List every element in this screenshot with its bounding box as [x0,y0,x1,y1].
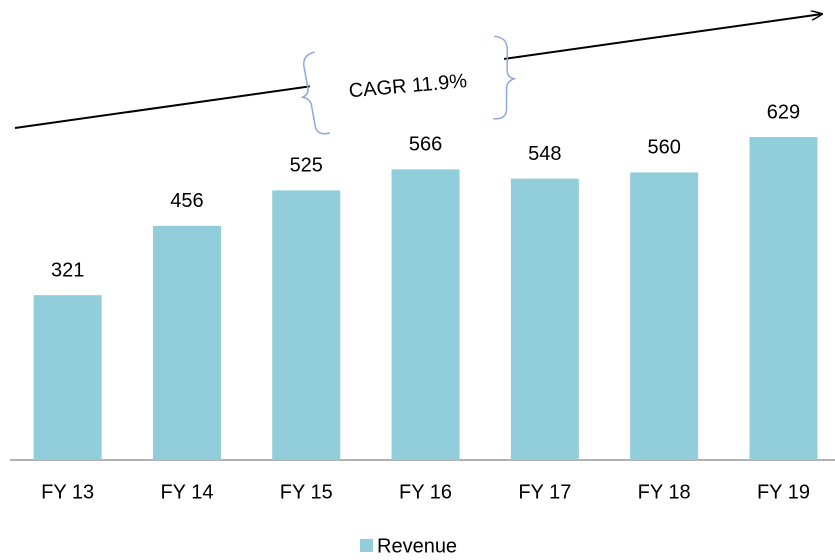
x-tick-label: FY 15 [280,481,333,503]
bar [152,225,221,460]
x-tick-label: FY 14 [160,481,213,503]
legend-label: Revenue [377,535,457,557]
data-label: 629 [767,101,800,123]
annotation-box: CAGR 11.9% [300,35,517,135]
data-label: 560 [647,137,680,159]
x-tick-label: FY 18 [638,481,691,503]
bar [630,172,699,460]
x-tick-label: FY 19 [757,481,810,503]
x-tick-label: FY 13 [41,481,94,503]
bar [749,137,818,460]
x-tick-label: FY 17 [518,481,571,503]
data-label: 548 [528,143,561,165]
data-label: 321 [51,259,84,281]
data-label: 456 [170,190,203,212]
bar [391,169,460,460]
bar [33,295,102,460]
data-label: 525 [290,155,323,177]
bar [510,178,579,460]
x-tick-label: FY 16 [399,481,452,503]
legend-swatch [360,539,373,552]
data-label: 566 [409,134,442,156]
bar [272,190,341,461]
